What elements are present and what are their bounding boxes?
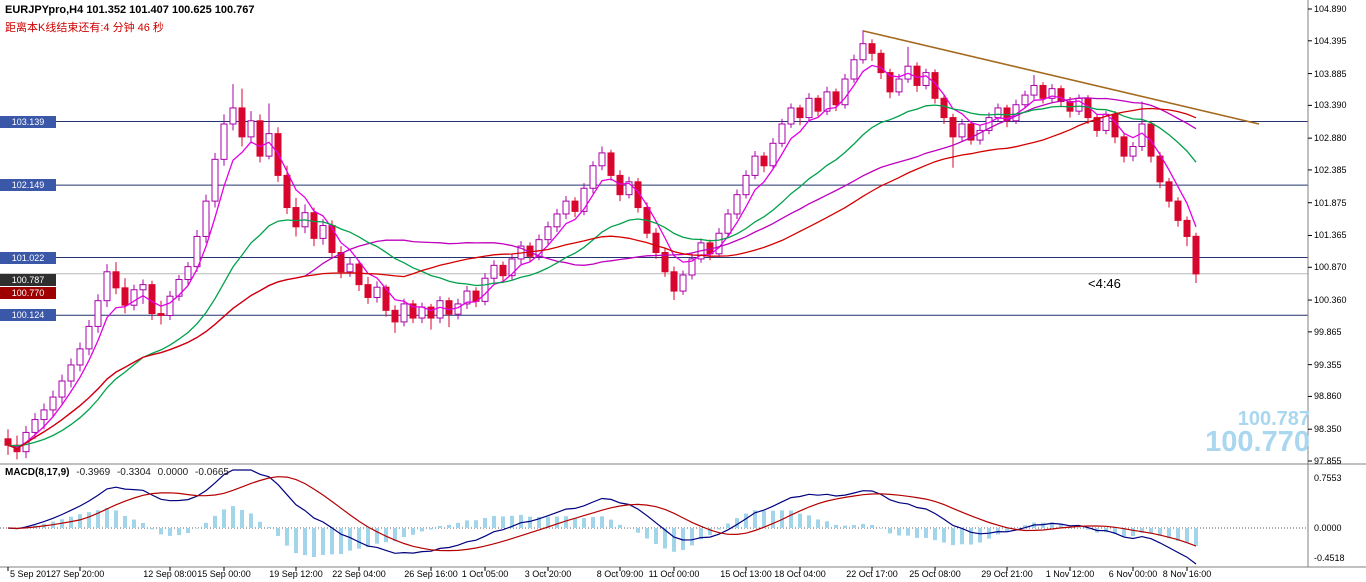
macd-panel-area[interactable] xyxy=(0,465,1308,567)
chart-plot-area[interactable] xyxy=(0,0,1308,464)
price-axis[interactable] xyxy=(1308,0,1366,567)
time-axis[interactable] xyxy=(0,567,1366,582)
